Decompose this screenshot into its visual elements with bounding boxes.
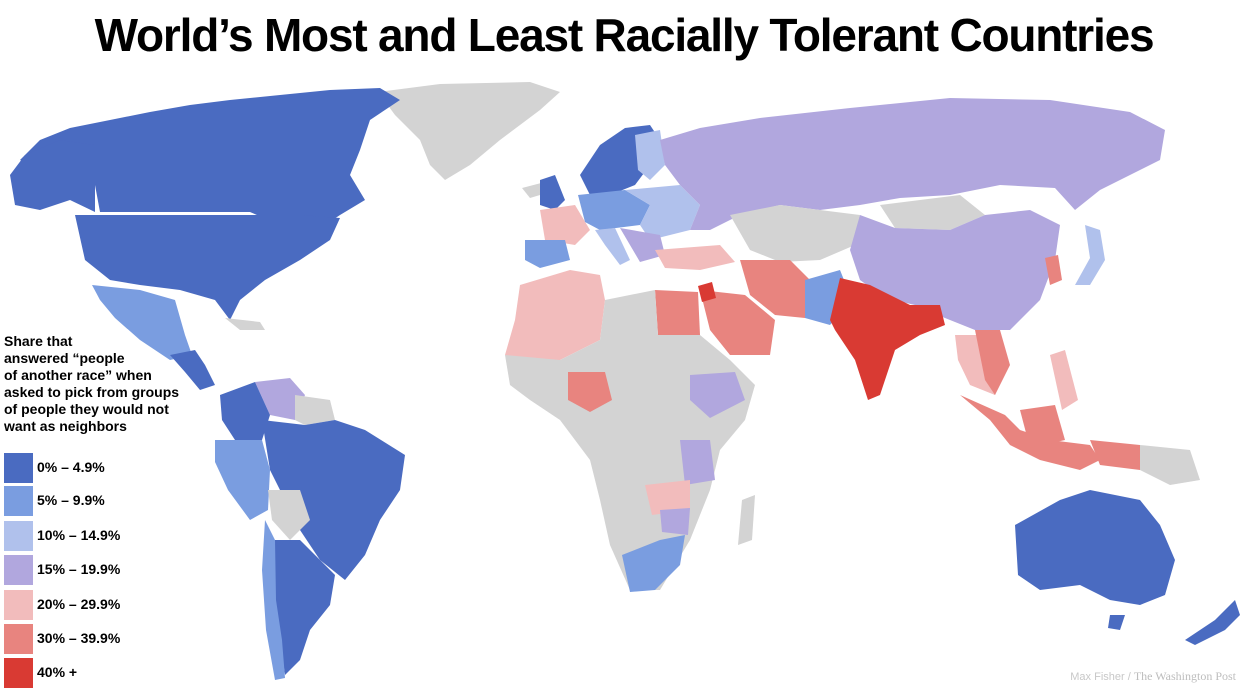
legend-item: 10% – 14.9% — [4, 521, 154, 551]
madagascar-region — [738, 495, 755, 545]
china-region — [850, 210, 1060, 330]
philippines-region — [1050, 350, 1078, 410]
legend-item: 0% – 4.9% — [4, 453, 154, 483]
legend-swatch — [4, 453, 33, 483]
legend-swatch — [4, 555, 33, 585]
legend: Share that answered “people of another r… — [4, 333, 214, 688]
uk-region — [540, 175, 565, 210]
mexico-region — [92, 285, 192, 360]
legend-item: 30% – 39.9% — [4, 624, 154, 654]
tasmania-region — [1108, 615, 1125, 630]
central-asia-region — [730, 205, 860, 262]
legend-item: 15% – 19.9% — [4, 555, 154, 585]
nigeria-region — [568, 372, 612, 412]
india-region — [830, 278, 945, 400]
borneo-region — [1020, 405, 1065, 448]
africa-region — [505, 290, 755, 590]
credit-line: Max Fisher / The Washington Post — [1070, 669, 1236, 684]
legend-label: 20% – 29.9% — [37, 596, 121, 612]
peru-region — [215, 440, 270, 520]
world-map — [10, 82, 1240, 680]
legend-item: 20% – 29.9% — [4, 590, 154, 620]
legend-label: 40% + — [37, 664, 78, 680]
legend-heading: Share that answered “people of another r… — [4, 333, 180, 434]
legend-label: 15% – 19.9% — [37, 561, 121, 577]
bolivia-region — [268, 490, 310, 540]
balkans-region — [620, 228, 665, 262]
legend-swatch — [4, 521, 33, 551]
egypt-region — [655, 290, 700, 335]
zambia-region — [645, 480, 690, 515]
mongolia-region — [880, 195, 985, 230]
russia-region — [660, 98, 1165, 230]
legend-label: 5% – 9.9% — [37, 492, 105, 508]
france-region — [540, 205, 590, 245]
australia-region — [1015, 490, 1175, 605]
central-europe-region — [578, 190, 650, 230]
canada-region — [20, 88, 400, 235]
new-guinea-region — [1090, 440, 1140, 470]
chile-region — [262, 520, 285, 680]
central-america-region — [170, 350, 215, 390]
legend-label: 10% – 14.9% — [37, 527, 121, 543]
alaska-region — [10, 140, 95, 212]
legend-swatch — [4, 624, 33, 654]
guianas-region — [295, 395, 335, 425]
eastern-europe-region — [625, 185, 700, 240]
legend-label: 30% – 39.9% — [37, 630, 121, 646]
usa-region — [75, 215, 340, 320]
png-region — [1140, 445, 1200, 485]
legend-item: 40% + — [4, 658, 154, 688]
indonesia-region — [960, 395, 1100, 470]
vietnam-region — [975, 330, 1010, 395]
legend-swatch — [4, 486, 33, 516]
ethiopia-region — [690, 372, 745, 418]
greenland-region — [378, 82, 560, 180]
map-title: World’s Most and Least Racially Tolerant… — [94, 9, 1155, 61]
saudi-region — [700, 290, 775, 355]
jordan-region — [698, 282, 716, 302]
turkey-region — [655, 245, 735, 270]
iran-region — [740, 260, 810, 318]
credit-author: Max Fisher / — [1070, 671, 1131, 683]
north-africa-region — [505, 270, 605, 370]
tanzania-region — [680, 440, 715, 485]
korea-region — [1045, 255, 1062, 285]
legend-swatch — [4, 658, 33, 688]
south-africa-region — [622, 535, 685, 592]
italy-region — [595, 228, 630, 265]
caribbean-region — [225, 318, 265, 330]
brazil-region — [262, 420, 405, 580]
argentina-region — [272, 540, 335, 675]
spain-region — [525, 240, 570, 268]
japan-region — [1075, 225, 1105, 285]
zimbabwe-region — [660, 508, 690, 535]
legend-label: 0% – 4.9% — [37, 459, 105, 475]
credit-publication: The Washington Post — [1133, 669, 1236, 683]
colombia-region — [220, 382, 270, 440]
legend-swatch — [4, 590, 33, 620]
new-zealand-region — [1185, 600, 1240, 645]
finland-region — [635, 130, 665, 180]
legend-item: 5% – 9.9% — [4, 486, 154, 516]
